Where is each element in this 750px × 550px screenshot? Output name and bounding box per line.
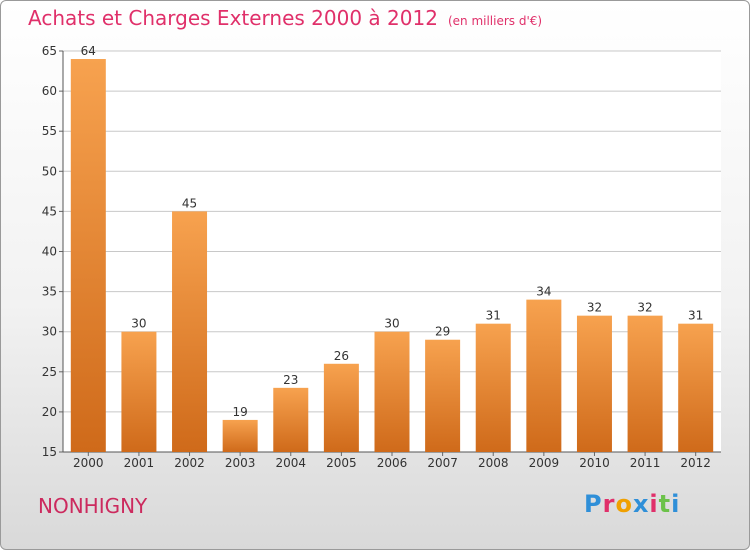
data-label-2003: 19 — [233, 405, 248, 419]
x-tick-label-2004: 2004 — [275, 456, 306, 470]
x-tick-label-2006: 2006 — [377, 456, 408, 470]
data-label-2006: 30 — [384, 317, 399, 331]
x-tick-label-2010: 2010 — [579, 456, 610, 470]
bar-2011 — [627, 315, 663, 452]
bar-2004 — [273, 387, 309, 452]
title-row: Achats et Charges Externes 2000 à 2012 (e… — [28, 6, 542, 30]
bar-2000 — [70, 59, 106, 453]
x-tick-label-2003: 2003 — [225, 456, 256, 470]
bar-2009 — [526, 299, 562, 452]
x-tick-label-2007: 2007 — [427, 456, 458, 470]
bar-2002 — [172, 211, 208, 452]
logo-letter: i — [649, 490, 659, 518]
y-tick-label: 15 — [42, 445, 57, 459]
data-label-2005: 26 — [334, 349, 349, 363]
x-tick-label-2000: 2000 — [73, 456, 104, 470]
data-label-2004: 23 — [283, 373, 298, 387]
bar-2007 — [425, 339, 461, 452]
logo-letter: o — [615, 490, 633, 518]
y-tick-label: 45 — [42, 204, 57, 218]
commune-name: NONHIGNY — [38, 494, 148, 518]
y-tick-label: 30 — [42, 325, 57, 339]
x-tick-label-2008: 2008 — [478, 456, 509, 470]
x-tick-label-2005: 2005 — [326, 456, 357, 470]
y-tick-label: 65 — [42, 44, 57, 58]
y-tick-label: 50 — [42, 164, 57, 178]
logo-letter: i — [671, 490, 681, 518]
data-label-2009: 34 — [536, 285, 551, 299]
y-tick-label: 55 — [42, 124, 57, 138]
bar-2006 — [374, 331, 410, 452]
logo-letter: t — [658, 490, 672, 518]
proxiti-logo: Proxiti — [584, 490, 680, 518]
bar-2001 — [121, 331, 157, 452]
data-label-2008: 31 — [486, 309, 501, 323]
bar-2010 — [576, 315, 612, 452]
chart-subtitle: (en milliers d'€) — [447, 14, 543, 28]
bar-2008 — [475, 323, 511, 452]
data-label-2001: 30 — [131, 317, 146, 331]
bar-2003 — [222, 419, 258, 452]
data-label-2012: 31 — [688, 309, 703, 323]
chart-title: Achats et Charges Externes 2000 à 2012 — [28, 6, 438, 30]
logo-letter: P — [584, 490, 603, 518]
x-tick-label-2001: 2001 — [124, 456, 155, 470]
logo-letter: x — [632, 490, 650, 518]
y-tick-label: 35 — [42, 285, 57, 299]
bar-2005 — [323, 363, 359, 452]
x-tick-label-2011: 2011 — [630, 456, 661, 470]
data-label-2002: 45 — [182, 196, 197, 210]
y-tick-label: 25 — [42, 365, 57, 379]
x-tick-label-2012: 2012 — [680, 456, 711, 470]
data-label-2007: 29 — [435, 325, 450, 339]
x-tick-label-2002: 2002 — [174, 456, 205, 470]
y-tick-label: 20 — [42, 405, 57, 419]
y-tick-label: 40 — [42, 245, 57, 259]
bar-2012 — [678, 323, 714, 452]
logo-letter: r — [602, 490, 616, 518]
data-label-2011: 32 — [637, 301, 652, 315]
data-label-2000: 64 — [81, 44, 96, 58]
y-tick-label: 60 — [42, 84, 57, 98]
data-label-2010: 32 — [587, 301, 602, 315]
x-tick-label-2009: 2009 — [529, 456, 560, 470]
